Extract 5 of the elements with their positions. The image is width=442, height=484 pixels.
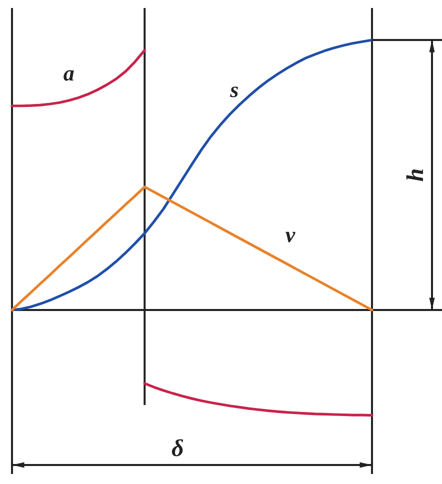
text: δ (171, 436, 184, 462)
series-label: s (229, 76, 239, 102)
series-label: v (285, 222, 296, 247)
series-label: a (63, 60, 74, 86)
text: h (403, 168, 429, 182)
